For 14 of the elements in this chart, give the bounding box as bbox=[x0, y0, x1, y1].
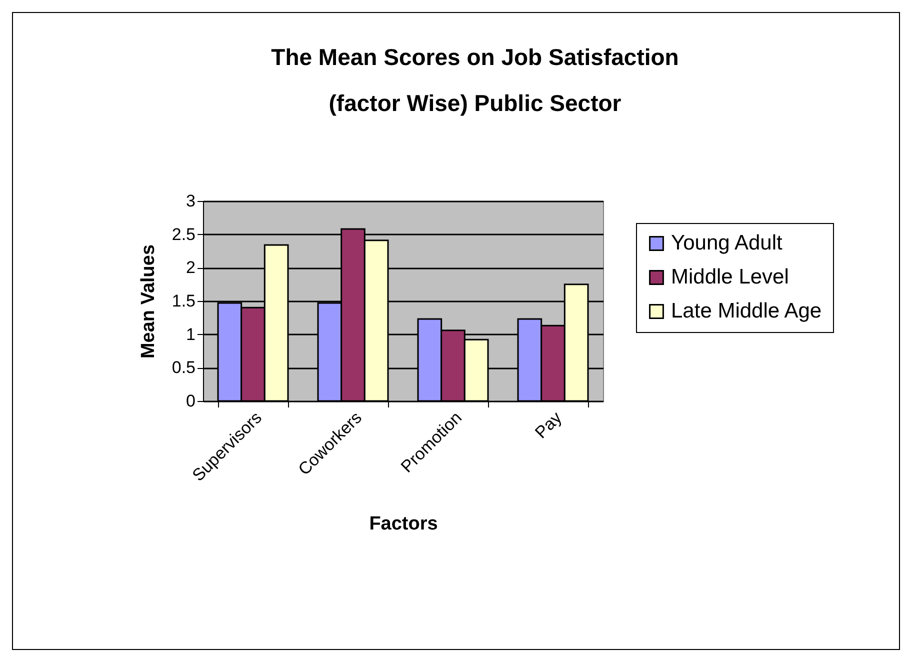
y-tick-label: 3 bbox=[186, 192, 196, 210]
chart-title: The Mean Scores on Job Satisfaction (factor Wise) Public Sector bbox=[271, 44, 679, 116]
y-tick-label: 2 bbox=[186, 258, 196, 278]
y-axis-title: Mean Values bbox=[138, 244, 159, 359]
y-tick-label: 0 bbox=[186, 392, 196, 410]
y-tick-label: 0.5 bbox=[172, 358, 196, 378]
legend-label: Middle Level bbox=[671, 266, 789, 288]
legend-label: Late Middle Age bbox=[671, 300, 822, 322]
x-axis-title: Factors bbox=[369, 513, 438, 534]
y-tick-label: 2.5 bbox=[172, 224, 196, 244]
legend-label: Young Adult bbox=[671, 232, 782, 254]
y-tick-label: 1.5 bbox=[172, 292, 196, 310]
y-tick-label: 1 bbox=[186, 324, 196, 344]
x-tick-label: Pay bbox=[531, 408, 566, 442]
